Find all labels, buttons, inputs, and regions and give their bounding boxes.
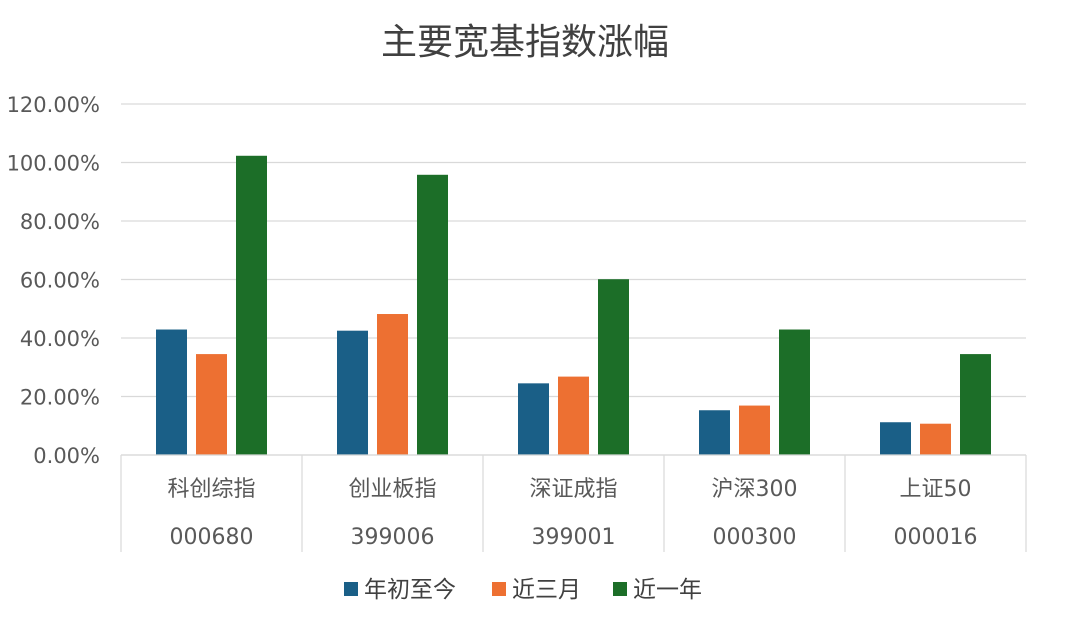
category-code-label: 399001 [532, 525, 616, 550]
category-code-label: 000300 [713, 525, 797, 550]
bar-3-3 [598, 279, 629, 455]
y-tick-label: 80.00% [20, 210, 100, 234]
bar-2-2 [377, 314, 408, 455]
category-name-label: 创业板指 [348, 477, 436, 502]
bar-2-5 [920, 423, 951, 455]
legend-swatch-3 [613, 582, 627, 596]
y-tick-label: 40.00% [20, 327, 100, 351]
legend-label-2: 近三月 [512, 577, 581, 603]
bar-2-3 [558, 376, 589, 455]
bars [156, 155, 991, 455]
bar-3-2 [417, 174, 448, 455]
legend: 年初至今 近三月 近一年 [344, 577, 702, 603]
bar-2-1 [196, 354, 227, 455]
category-code-label: 000680 [170, 525, 254, 550]
bar-3-1 [236, 155, 267, 455]
category-name-label: 深证成指 [529, 477, 617, 502]
y-tick-label: 60.00% [20, 269, 100, 293]
category-name-label: 科创综指 [167, 477, 255, 502]
gridlines [121, 103, 1026, 456]
bar-1-4 [699, 410, 730, 455]
bar-1-5 [880, 422, 911, 455]
y-tick-label: 100.00% [7, 152, 100, 176]
category-code-label: 399006 [351, 525, 435, 550]
legend-label-3: 近一年 [633, 577, 702, 603]
legend-label-1: 年初至今 [364, 577, 456, 603]
bar-3-5 [960, 354, 991, 455]
legend-swatch-1 [344, 582, 358, 596]
bar-1-2 [337, 330, 368, 455]
bar-1-3 [518, 383, 549, 455]
chart-title: 主要宽基指数涨幅 [381, 22, 669, 63]
y-tick-label: 120.00% [7, 93, 100, 117]
y-tick-label: 0.00% [33, 444, 100, 468]
category-name-label: 上证50 [900, 477, 972, 502]
bar-3-4 [779, 329, 810, 455]
x-axis: 科创综指 000680 创业板指 399006 深证成指 399001 沪深300 00030… [120, 454, 1027, 552]
bar-1-1 [156, 329, 187, 455]
category-name-label: 沪深300 [712, 477, 798, 502]
y-axis-ticks: 0.00% 20.00% 40.00% 60.00% 80.00% 100.00% 120.… [7, 93, 100, 468]
category-code-label: 000016 [894, 525, 978, 550]
legend-swatch-2 [492, 582, 506, 596]
bar-2-4 [739, 405, 770, 455]
y-tick-label: 20.00% [20, 386, 100, 410]
